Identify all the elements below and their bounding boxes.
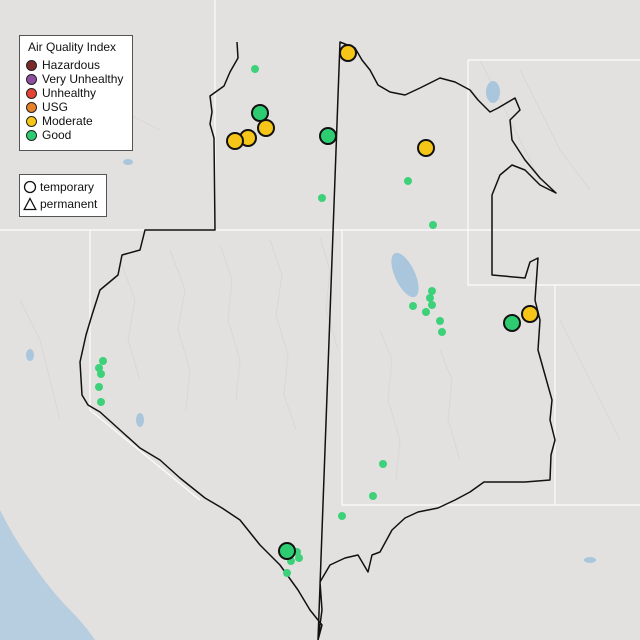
very-unhealthy-swatch-icon bbox=[26, 73, 37, 85]
legend-label: Hazardous bbox=[42, 58, 101, 72]
monitor-moderate[interactable] bbox=[257, 119, 275, 137]
legend-label: temporary bbox=[40, 180, 95, 194]
monitor-point[interactable] bbox=[429, 221, 437, 229]
monitor-point[interactable] bbox=[99, 357, 107, 365]
monitor-point[interactable] bbox=[369, 492, 377, 500]
monitor-moderate[interactable] bbox=[521, 305, 539, 323]
monitor-point[interactable] bbox=[295, 554, 303, 562]
unhealthy-swatch-icon bbox=[26, 87, 37, 99]
monitor-point[interactable] bbox=[428, 287, 436, 295]
monitor-moderate[interactable] bbox=[339, 44, 357, 62]
legend-title: Air Quality Index bbox=[28, 40, 117, 54]
circle-icon bbox=[23, 180, 37, 194]
monitor-point[interactable] bbox=[426, 294, 434, 302]
legend-item-hazardous: Hazardous bbox=[26, 58, 100, 72]
triangle-icon bbox=[23, 197, 37, 211]
legend-item-temporary: temporary bbox=[23, 180, 94, 194]
legend-item-moderate: Moderate bbox=[26, 114, 93, 128]
monitor-point[interactable] bbox=[404, 177, 412, 185]
moderate-swatch-icon bbox=[26, 115, 37, 127]
monitor-point[interactable] bbox=[438, 328, 446, 336]
hazardous-swatch-icon bbox=[26, 59, 37, 71]
monitor-point[interactable] bbox=[97, 398, 105, 406]
monitor-good[interactable] bbox=[503, 314, 521, 332]
monitor-good[interactable] bbox=[319, 127, 337, 145]
monitor-point[interactable] bbox=[428, 301, 436, 309]
legend-item-permanent: permanent bbox=[23, 197, 97, 211]
legend-item-usg: USG bbox=[26, 100, 68, 114]
monitor-moderate[interactable] bbox=[417, 139, 435, 157]
legend-label: Moderate bbox=[42, 114, 93, 128]
monitor-point[interactable] bbox=[95, 383, 103, 391]
legend-item-unhealthy: Unhealthy bbox=[26, 86, 96, 100]
legend-label: Good bbox=[42, 128, 72, 142]
monitor-good[interactable] bbox=[278, 542, 296, 560]
ocean bbox=[0, 510, 95, 640]
monitor-point[interactable] bbox=[251, 65, 259, 73]
monitor-point[interactable] bbox=[409, 302, 417, 310]
monitor-point[interactable] bbox=[379, 460, 387, 468]
monitor-point[interactable] bbox=[338, 512, 346, 520]
legend-label: Unhealthy bbox=[42, 86, 97, 100]
lakes bbox=[26, 81, 596, 563]
legend-item-good: Good bbox=[26, 128, 71, 142]
monitor-point[interactable] bbox=[436, 317, 444, 325]
small-monitors bbox=[95, 65, 446, 577]
legend-label: permanent bbox=[40, 197, 98, 211]
monitor-point[interactable] bbox=[283, 569, 291, 577]
region-outline bbox=[79, 41, 557, 640]
aqi-legend: Air Quality Index Hazardous Very Unhealt… bbox=[19, 35, 133, 151]
monitor-point[interactable] bbox=[422, 308, 430, 316]
usg-swatch-icon bbox=[26, 101, 37, 113]
good-swatch-icon bbox=[26, 129, 37, 141]
monitor-moderate[interactable] bbox=[226, 132, 244, 150]
large-monitors bbox=[226, 44, 539, 560]
legend-label: Very Unhealthy bbox=[42, 72, 124, 86]
monitor-type-legend: temporary permanent bbox=[19, 174, 107, 217]
legend-item-very-unhealthy: Very Unhealthy bbox=[26, 72, 123, 86]
monitor-point[interactable] bbox=[318, 194, 326, 202]
monitor-point[interactable] bbox=[97, 370, 105, 378]
state-boundaries bbox=[0, 0, 640, 506]
legend-label: USG bbox=[42, 100, 69, 114]
monitor-good[interactable] bbox=[251, 104, 269, 122]
